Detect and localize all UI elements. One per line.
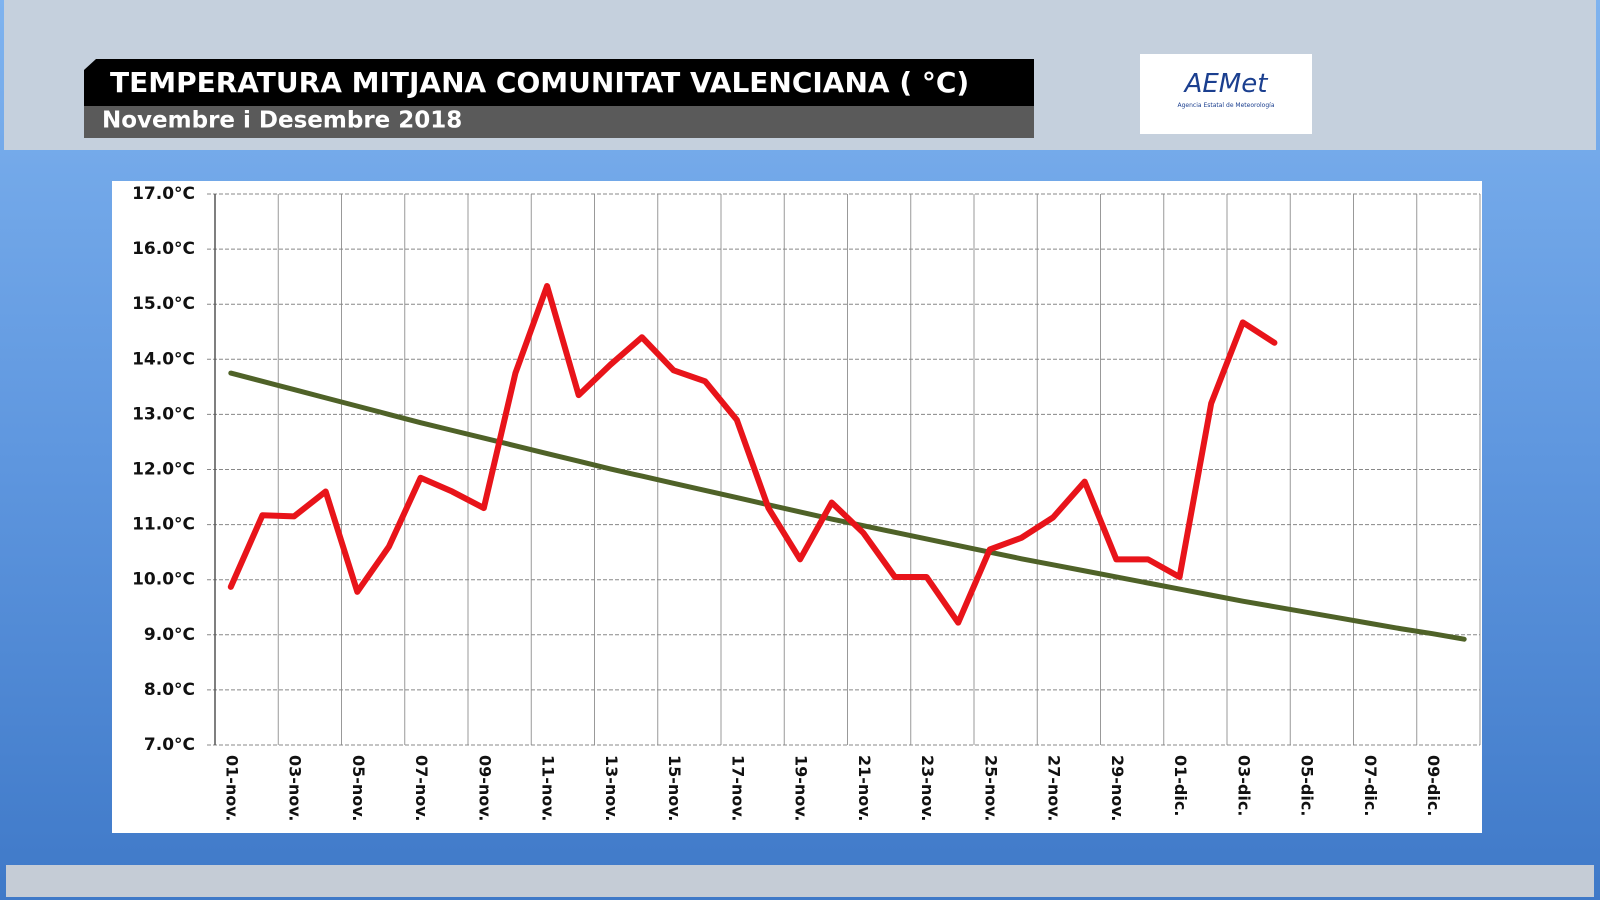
logo-caption: Agencia Estatal de Meteorología [1178,102,1275,109]
plot-background [112,181,1482,833]
x-tick-label: 03-dic. [1234,755,1253,816]
x-tick-label: 09-dic. [1424,755,1443,816]
x-tick-label: 17-nov. [728,755,747,822]
x-tick-label: 13-nov. [602,755,621,822]
title: TEMPERATURA MITJANA COMUNITAT VALENCIANA… [110,66,969,99]
subtitle: Novembre i Desembre 2018 [102,108,462,134]
x-tick-label: 07-nov. [412,755,431,822]
x-tick-label: 01-dic. [1171,755,1190,816]
x-tick-label: 11-nov. [539,755,558,822]
x-tick-label: 15-nov. [665,755,684,822]
x-tick-label: 05-nov. [349,755,368,822]
y-tick-label: 13.0°C [132,404,195,424]
x-tick-label: 01-nov. [222,755,241,822]
subtitle-box [84,106,1034,138]
y-tick-label: 16.0°C [132,239,195,259]
y-tick-label: 14.0°C [132,349,195,369]
x-tick-label: 07-dic. [1361,755,1380,816]
y-tick-label: 10.0°C [132,570,195,590]
y-tick-label: 11.0°C [132,515,195,535]
x-tick-label: 25-nov. [981,755,1000,822]
footer-band [6,865,1594,897]
y-tick-label: 17.0°C [132,184,195,204]
line-series [227,283,1278,626]
title-box [84,59,1034,106]
x-tick-label: 21-nov. [855,755,874,822]
y-tick-label: 12.0°C [132,460,195,480]
x-tick-label: 05-dic. [1298,755,1317,816]
x-tick-label: 29-nov. [1108,755,1127,822]
y-tick-label: 15.0°C [132,294,195,314]
logo-box [1140,54,1312,134]
y-tick-label: 7.0°C [144,735,195,755]
x-tick-label: 23-nov. [918,755,937,822]
logo: AEMet [1183,69,1269,99]
x-tick-label: 09-nov. [475,755,494,822]
line-series [228,370,1467,642]
x-tick-label: 03-nov. [286,755,305,822]
y-tick-label: 9.0°C [144,625,195,645]
x-tick-label: 19-nov. [792,755,811,822]
x-tick-label: 27-nov. [1045,755,1064,822]
y-tick-label: 8.0°C [144,680,195,700]
